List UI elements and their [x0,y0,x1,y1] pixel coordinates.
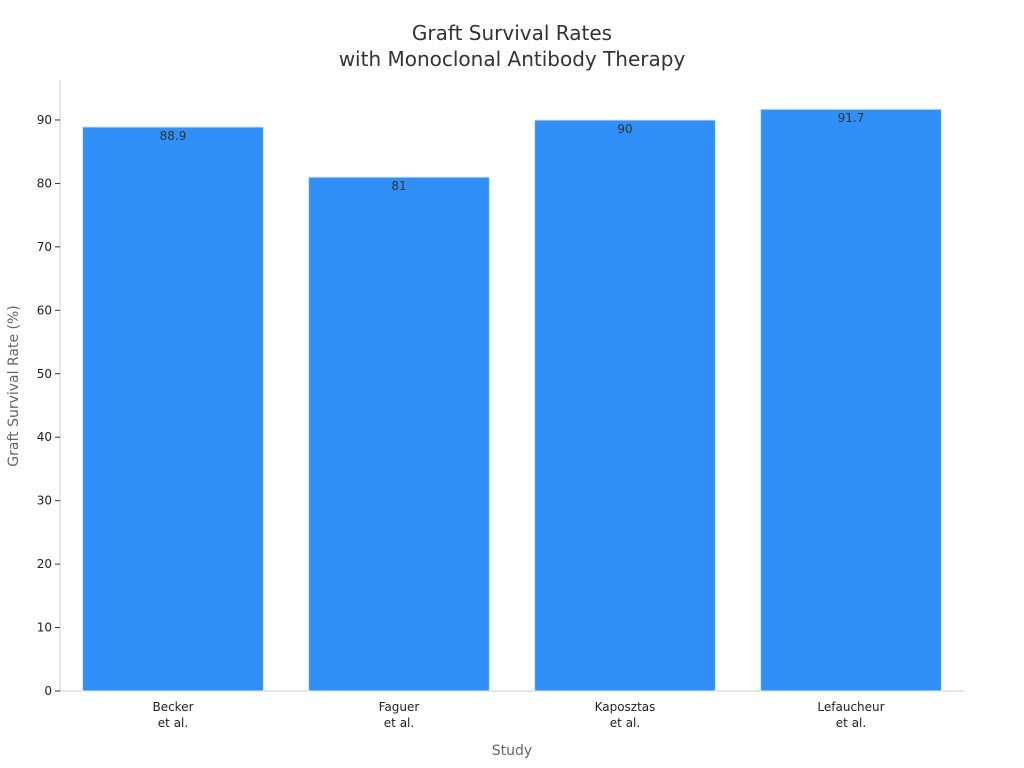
chart-title-line-2: with Monoclonal Antibody Therapy [339,47,686,71]
x-tick-label: Faguer [379,700,420,714]
x-tick-label: Kaposztas [595,700,656,714]
x-tick-label: Lefaucheur [817,700,884,714]
bar [82,126,264,692]
plot-area: 0 10 20 30 40 50 60 70 80 90 88.9 Becker et al. 81 Fag… [37,80,964,730]
y-tick-label: 80 [37,176,52,190]
x-axis-label: Study [492,743,532,759]
bar-value-label: 88.9 [160,129,187,143]
y-tick-label: 20 [37,557,52,571]
y-tick-label: 60 [37,303,52,317]
bar [760,108,942,692]
bar-value-label: 81 [391,179,406,193]
chart-title-line-1: Graft Survival Rates [412,21,612,45]
y-tick-label: 40 [37,430,52,444]
y-axis-label: Graft Survival Rate (%) [6,305,22,466]
y-tick-label: 90 [37,113,52,127]
x-tick-label: Becker [152,700,193,714]
y-tick-label: 50 [37,367,52,381]
x-tick-label: et al. [836,716,866,730]
x-tick-label: et al. [610,716,640,730]
y-tick-label: 0 [44,684,52,698]
bar [308,176,490,692]
y-tick-label: 70 [37,240,52,254]
bar [534,119,716,692]
bar-value-label: 90 [617,122,632,136]
y-tick-label: 10 [37,621,52,635]
bar-value-label: 91.7 [838,111,865,125]
x-tick-label: et al. [158,716,188,730]
x-tick-label: et al. [384,716,414,730]
y-tick-label: 30 [37,494,52,508]
